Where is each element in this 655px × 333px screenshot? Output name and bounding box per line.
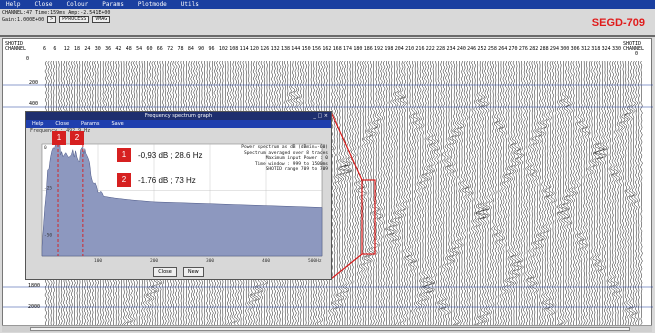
x-tick-label: 400 [262, 258, 270, 263]
window-controls[interactable]: _ □ × [313, 112, 328, 120]
new-button[interactable]: New [183, 267, 204, 277]
x-tick-label: 300 [206, 258, 214, 263]
info-line: SHOTID range 709 to 709 [198, 167, 328, 173]
y-tick-label: -50 [44, 232, 52, 238]
callout-text-1: -0,93 dB ; 28.6 Hz [138, 151, 202, 160]
dialog-title: Frequency spectrum graph [26, 112, 331, 120]
dialog-menu-close[interactable]: Close [55, 120, 69, 128]
x-tick-label: 200 [150, 258, 158, 263]
callout-badge-2: 2 [117, 173, 131, 187]
dialog-menu: Help Close Params Save [26, 120, 331, 128]
y-tick-label: 0 [44, 145, 47, 151]
dialog-menu-help[interactable]: Help [32, 120, 43, 128]
dialog-menu-params[interactable]: Params [81, 120, 99, 128]
x-tick-label: 100 [94, 258, 102, 263]
x-tick-label: 500Hz [308, 258, 322, 263]
marker-badge-2: 2 [70, 131, 84, 145]
y-tick-label: -25 [44, 186, 52, 192]
spectrum-info: Power spectrum as dB (dBmin=-60) Spectru… [198, 145, 328, 173]
dialog-menu-save[interactable]: Save [111, 120, 123, 128]
callout-text-2: -1.76 dB ; 73 Hz [138, 176, 196, 185]
dialog-buttons: Close New [26, 267, 331, 277]
marker-badge-1: 1 [52, 131, 66, 145]
callout-badge-1: 1 [117, 148, 131, 162]
close-button[interactable]: Close [153, 267, 177, 277]
